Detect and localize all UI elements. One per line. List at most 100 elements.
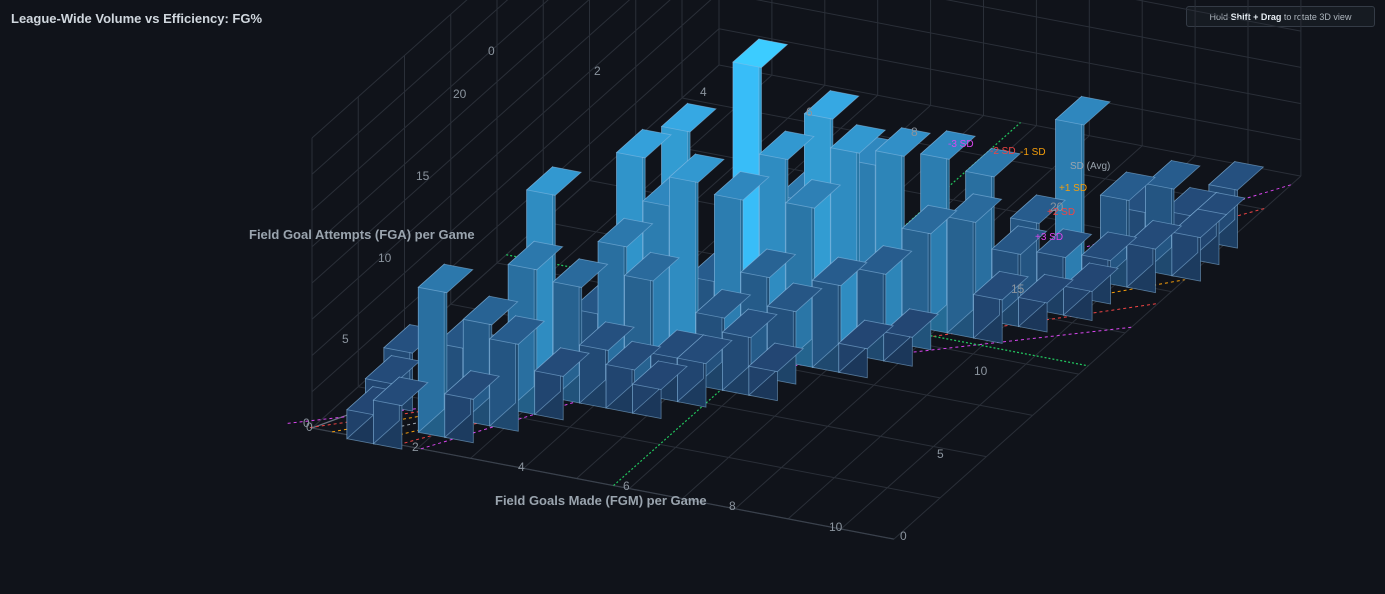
sd-label-minus2: -2 SD — [990, 146, 1016, 157]
x-tick: 0 — [306, 420, 313, 434]
bar[interactable] — [882, 307, 940, 367]
bar-top-face — [1081, 231, 1138, 261]
wall-grid-line — [1135, 0, 1301, 32]
hint-key-shift: Shift — [1230, 12, 1251, 22]
bar[interactable] — [443, 369, 501, 444]
bar-top-face — [882, 308, 940, 338]
bar-top-face — [605, 340, 662, 371]
y-axis-label: Field Goal Attempts (FGA) per Game — [249, 227, 475, 242]
bar-top-face — [1054, 95, 1111, 126]
bar[interactable] — [605, 340, 662, 414]
wall-grid-line — [311, 0, 468, 139]
bar-top-face — [972, 270, 1029, 301]
x-tick: 10 — [829, 520, 843, 534]
wall-grid-line — [311, 0, 509, 175]
sd-label-avg: SD (Avg) — [1070, 161, 1110, 172]
bar-top-face — [991, 225, 1048, 255]
bar-top-face — [766, 282, 823, 313]
sd-labels: -3 SD -2 SD -1 SD SD (Avg) +1 SD +2 SD +… — [948, 139, 1110, 243]
axis-labels: Field Goals Made (FGM) per Game Field Go… — [249, 227, 707, 508]
z-tick: 0 — [303, 416, 310, 430]
wall-grid-line — [311, 0, 631, 284]
bar-top-face — [829, 124, 887, 154]
hint-suffix: to rotate 3D view — [1283, 12, 1352, 22]
bar[interactable] — [372, 376, 429, 450]
bar-top-face — [946, 193, 1003, 223]
wall-grid-line — [311, 0, 671, 320]
bar-top-face — [615, 128, 672, 159]
bar-top-face — [417, 263, 474, 294]
wall-grid-line — [311, 0, 590, 248]
bar-top-face — [695, 289, 752, 319]
wall-grid-line — [311, 0, 549, 211]
y-tick: 15 — [1011, 282, 1025, 296]
back-x-tick: 6 — [806, 105, 813, 119]
bar[interactable] — [417, 263, 474, 439]
wall-grid-line — [755, 0, 1301, 105]
bar[interactable] — [1171, 208, 1228, 282]
bar-top-face — [964, 147, 1021, 178]
bar-top-face — [552, 258, 609, 288]
sd-label-plus2: +2 SD — [1047, 207, 1075, 218]
bar-top-face — [1099, 171, 1156, 201]
bar-top-face — [732, 38, 789, 69]
bar[interactable] — [837, 319, 895, 379]
bar[interactable] — [488, 314, 546, 432]
bar-top-face — [462, 295, 519, 326]
y-tick: 20 — [1050, 200, 1064, 214]
bar[interactable] — [748, 342, 805, 402]
bar[interactable] — [676, 334, 733, 408]
bar[interactable] — [631, 360, 688, 419]
tick-labels: 0 2 4 6 8 10 0 5 10 15 20 0 5 10 15 20 0… — [303, 44, 1064, 543]
bar-top-face — [488, 315, 546, 345]
sd-label-minus1: -1 SD — [1020, 147, 1046, 158]
x-axis-line — [311, 427, 895, 540]
bar-top-face — [901, 204, 958, 235]
bar[interactable] — [946, 192, 1003, 339]
bar-top-face — [1062, 262, 1119, 292]
back-x-tick: 0 — [488, 44, 495, 58]
bar[interactable] — [533, 346, 590, 421]
hint-prefix: Hold — [1209, 12, 1229, 22]
bar[interactable] — [811, 256, 868, 374]
x-tick: 2 — [412, 440, 419, 454]
rotate-hint: Hold Shift + Drag to rotate 3D view — [1186, 6, 1375, 27]
bar[interactable] — [1126, 219, 1183, 294]
bar-top-face — [1036, 228, 1093, 258]
bar-top-face — [660, 102, 717, 133]
x-axis-label: Field Goals Made (FGM) per Game — [495, 493, 707, 508]
bar-top-face — [740, 248, 797, 279]
z-tick: 15 — [416, 169, 430, 183]
bar-top-face — [785, 179, 842, 209]
wall-grid-line — [718, 64, 1301, 177]
bar-top-face — [1017, 273, 1074, 304]
x-tick: 8 — [729, 499, 736, 513]
y-tick: 0 — [900, 529, 907, 543]
sd-label-plus3: +3 SD — [1035, 232, 1063, 243]
bar[interactable] — [972, 270, 1029, 344]
back-x-tick: 4 — [700, 85, 707, 99]
bar-top-face — [874, 127, 932, 157]
bar-top-face — [758, 130, 815, 161]
bar-top-face — [803, 90, 860, 120]
y-tick: 5 — [937, 447, 944, 461]
bar-top-face — [748, 342, 805, 373]
bar[interactable] — [578, 321, 635, 409]
bar-top-face — [713, 171, 770, 201]
x-tick: 6 — [623, 479, 630, 493]
bar-top-face — [525, 166, 583, 196]
back-x-tick: 8 — [911, 125, 918, 139]
sd-label-minus3: -3 SD — [948, 139, 974, 150]
hint-key-drag: Drag — [1260, 12, 1282, 22]
bar-top-face — [676, 334, 733, 365]
bar[interactable] — [1017, 273, 1074, 333]
bar[interactable] — [1062, 262, 1119, 321]
bar-top-face — [811, 256, 868, 287]
bar[interactable] — [721, 308, 778, 397]
y-tick: 10 — [974, 364, 988, 378]
bar-top-face — [597, 217, 654, 248]
hint-plus: + — [1253, 12, 1259, 22]
bar-top-face — [1126, 220, 1183, 250]
bar-top-face — [1009, 194, 1066, 224]
